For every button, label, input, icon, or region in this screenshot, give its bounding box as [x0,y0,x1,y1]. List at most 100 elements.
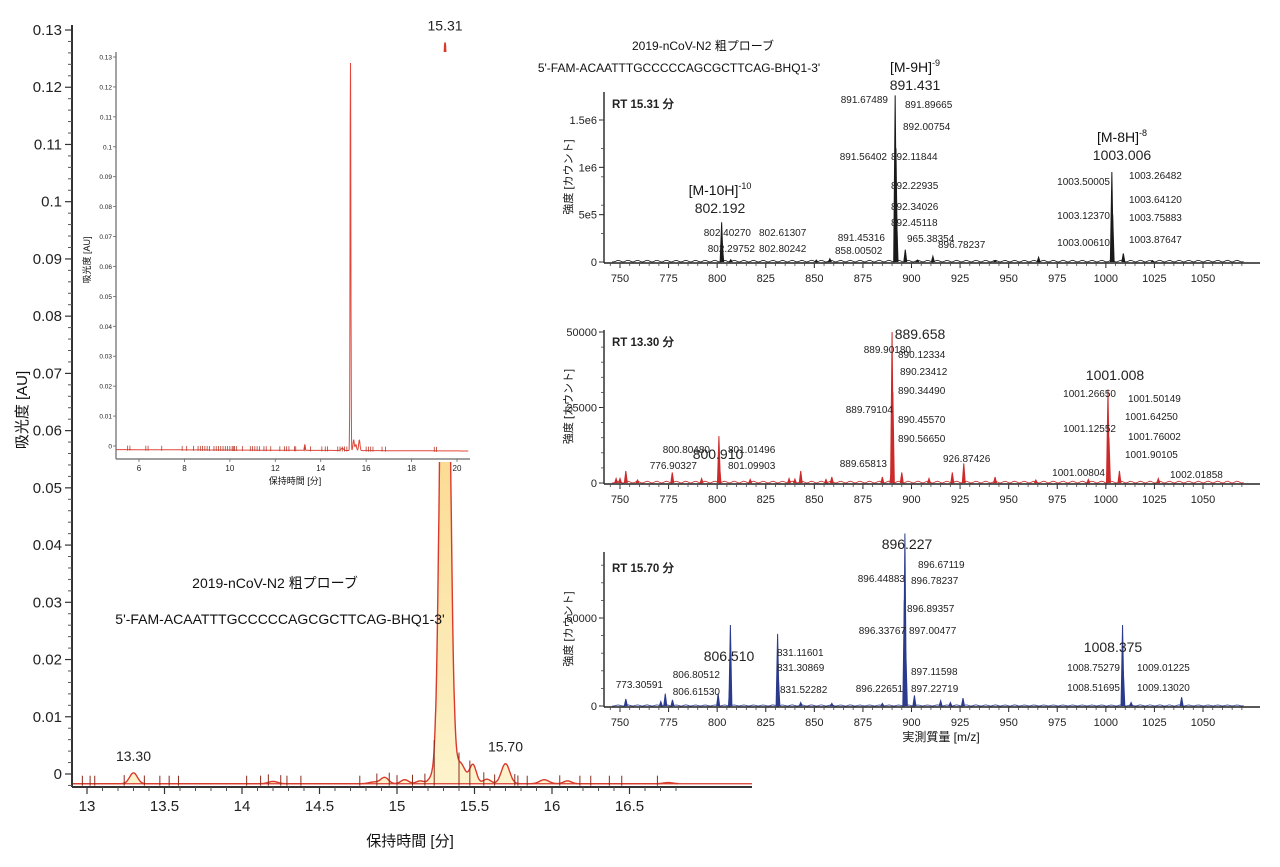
ms1-sequence-label: 5'-FAM-ACAATTTGCCCCCAGCGCTTCAG-BHQ1-3' [538,61,820,75]
ms-peak-annotation: 897.00477 [909,626,957,637]
ms-peak [623,698,628,707]
ms-x-tick-label: 1000 [1094,494,1118,506]
ms-y-tick-label: 50000 [566,327,597,339]
ms-peak [635,478,640,484]
inset-y-tick-label: 0.1 [103,144,112,151]
y-tick-label: 0.11 [34,136,62,153]
ms-peak [880,476,885,484]
ms-x-tick-label: 1050 [1191,494,1215,506]
ms-noise [612,704,1244,707]
ms-x-tick-label: 800 [708,494,726,506]
ms-peak-annotation: 897.22719 [911,684,959,695]
ms-x-tick-label: 975 [1048,717,1066,729]
ms-peak [814,259,819,263]
ms-x-tick-label: 950 [999,494,1017,506]
y-tick-label: 0.09 [33,251,62,268]
inset-x-tick-label: 10 [225,464,234,473]
ms-x-tick-label: 850 [805,717,823,729]
ion-label: [M-10H]-10 [689,181,752,198]
ms-peak-annotation: 1003.12370 [1057,211,1110,222]
inset-background [114,52,474,462]
ms-peak-annotation: 891.45316 [838,233,886,244]
ms-peak [728,258,733,263]
ms-peak [1110,214,1115,263]
ms-peak-annotation: 806.61530 [673,687,721,698]
y-tick-label: 0.13 [33,22,62,39]
ms-peak [927,476,931,484]
ms-peak [829,702,834,707]
ion-charge: -10 [738,181,751,191]
ms-peak [961,697,965,707]
ms-peak-annotation: 1002.01858 [1170,470,1223,481]
ms-peak [776,677,781,707]
ms-peak-annotation: 1003.26482 [1129,171,1182,182]
x-tick-label: 13.5 [150,798,179,815]
ms-x-tick-label: 750 [611,273,629,285]
ms-peak [1117,470,1122,484]
ms-peak [699,476,704,484]
ms-peak-annotation: 891.67489 [841,95,889,106]
inset-y-tick-label: 0.08 [99,204,112,211]
ms-peak-annotation: 1003.75883 [1129,213,1182,224]
ms-peak [748,478,753,484]
ms-peak [1179,697,1184,707]
inset-y-tick-label: 0.09 [99,174,112,181]
ms-x-tick-label: 775 [659,494,677,506]
ms-peak [716,693,721,707]
inset-y-tick-label: 0.06 [99,264,112,271]
x-tick-label: 13 [79,798,96,815]
ion-formula: [M-9H] [890,59,932,75]
ms-peak [658,700,663,707]
inset-axes: 0 0.01 0.02 0.03 0.04 0.05 0.06 0.07 0.08 0.09 0.1… [99,52,470,473]
ion-mz: 896.227 [882,536,933,552]
ms-peak-annotation: 890.23412 [900,367,948,378]
ms-peak-annotation: 801.01496 [728,445,776,456]
ms-peak-annotation: 1001.12552 [1063,424,1116,435]
ms-peak [915,259,920,263]
ms-peak-annotation: 897.11598 [911,667,958,678]
inset-plot [116,62,469,452]
y-tick-label: 0.05 [33,480,62,497]
ms-peak-annotation: 890.45570 [898,415,946,426]
y-tick-label: 0.07 [33,365,62,382]
ms-peak-annotation: 1001.64250 [1125,412,1178,423]
ms-peak [903,249,908,263]
ms-peak-annotation: 896.33767 [859,626,907,637]
ms-y-tick-label: 0 [591,701,597,713]
ms-x-tick-label: 1000 [1094,717,1118,729]
ion-mz: 889.658 [895,326,946,342]
ms-x-tick-label: 750 [611,717,629,729]
ms-peak-annotation: 891.89665 [905,100,953,111]
ms-spectrum-rt-15-31: 2019-nCoV-N2 粗プローブ 5'-FAM-ACAATTTGCCCCCA… [538,38,1260,285]
ms-x-tick-label: 850 [805,273,823,285]
ms-panel-label: RT 15.31 分 [612,97,674,111]
ion-charge: -8 [1139,128,1147,138]
ms-peak-annotation: 1001.26650 [1063,389,1116,400]
ms-x-tick-label: 800 [708,717,726,729]
ms-peak-annotation: 802.29752 [708,244,756,255]
ms-peak [912,695,917,707]
ion-formula: [M-8H] [1097,129,1139,145]
ion-label: [M-9H]-9 [890,58,940,75]
ion-mz: 891.431 [890,77,941,93]
ion-formula: [M-10H] [689,182,739,198]
ms-y-tick-label: 1.5e6 [569,115,597,127]
ms-x-tick-label: 925 [951,494,969,506]
y-tick-label: 0.03 [33,594,62,611]
ms-peak [961,463,966,484]
y-tick-label: 0 [54,766,62,783]
inset-y-tick-label: 0.13 [99,55,112,62]
ms-x-tick-label: 900 [902,717,920,729]
ms3-x-axis-title: 実測質量 [m/z] [902,729,979,744]
peak-label: 13.30 [116,748,151,764]
ms-peak [798,701,803,707]
inset-chromatogram: 0 0.01 0.02 0.03 0.04 0.05 0.06 0.07 0.08 0.09 0.1… [81,52,474,486]
inset-x-tick-label: 20 [453,464,462,473]
ms-peak-annotation: 801.09903 [728,461,776,472]
ms-y-tick-label: 25000 [566,403,597,415]
inset-x-tick-label: 12 [271,464,280,473]
ms-x-tick-label: 825 [757,494,775,506]
ms-x-tick-label: 975 [1048,494,1066,506]
ms-peak [894,214,899,263]
ms-peak-annotation: 1003.50005 [1057,177,1110,188]
